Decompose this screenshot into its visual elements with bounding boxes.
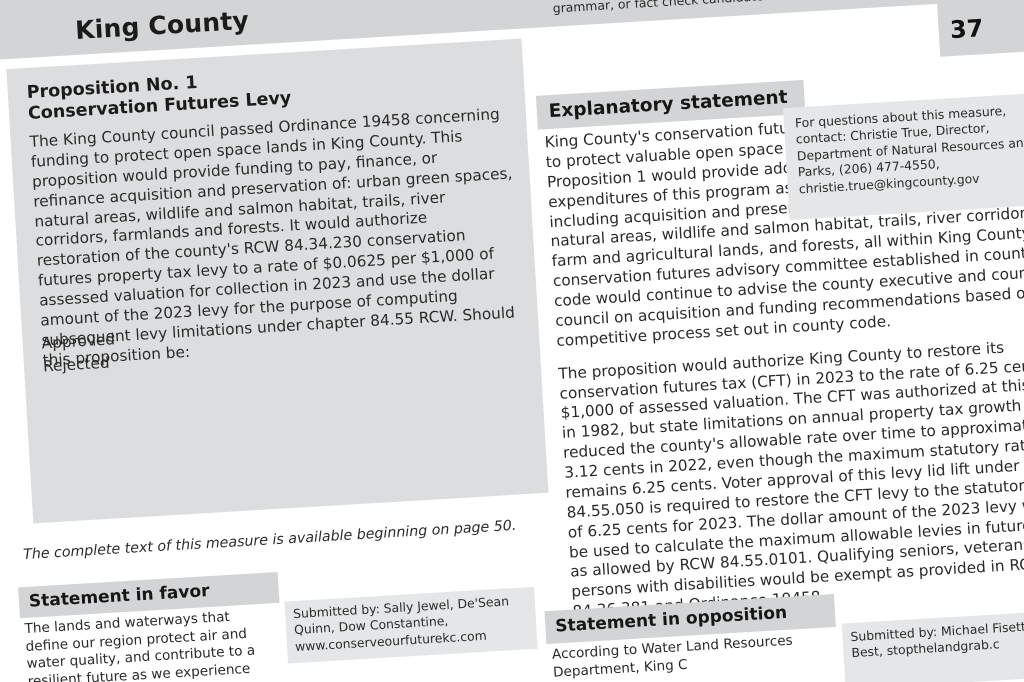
explanatory-paragraph-2: The proposition would authorize King Cou… — [557, 338, 1024, 621]
page-number: 37 — [949, 14, 985, 45]
complete-text-note: The complete text of this measure is ava… — [22, 517, 517, 564]
contact-info-text: For questions about this measure, contac… — [794, 102, 1024, 196]
